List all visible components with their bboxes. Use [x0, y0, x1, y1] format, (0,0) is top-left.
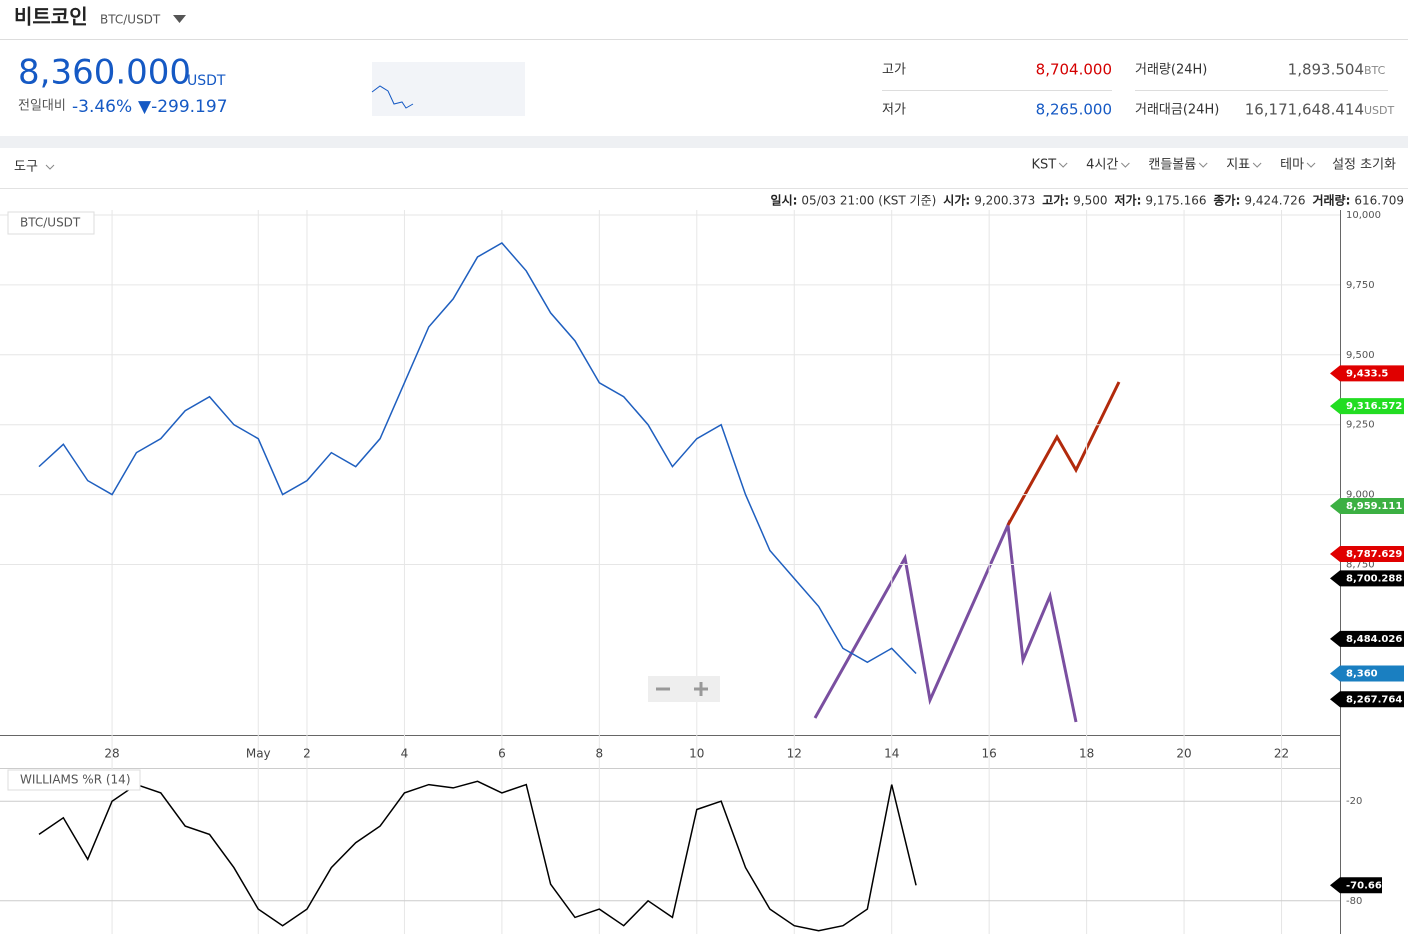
- info-label: 고가:: [1042, 193, 1069, 208]
- price-tag: [1330, 365, 1404, 382]
- x-tick-label: 22: [1274, 747, 1289, 761]
- info-value: 9,175.166: [1145, 194, 1206, 208]
- info-value: 9,200.373: [974, 194, 1035, 208]
- info-value: 05/03 21:00 (KST 기준): [801, 194, 936, 208]
- chevron: [1252, 162, 1262, 168]
- info-label: 거래량:: [1312, 193, 1350, 208]
- info-label: 일시:: [771, 194, 798, 208]
- info-label: 종가:: [1213, 193, 1240, 208]
- stat-label: 고가: [882, 63, 906, 78]
- y-tick-label: -80: [1346, 896, 1362, 907]
- info-label: 시가:: [943, 193, 970, 208]
- legend: WILLIAMS %R (14): [20, 773, 131, 787]
- x-tick-label: 18: [1079, 747, 1094, 761]
- stat-value: 8,265.000: [1036, 101, 1112, 119]
- change-abs: ▼-299.197: [138, 97, 228, 117]
- price-tag: [1330, 570, 1404, 587]
- chevron: [45, 164, 55, 170]
- toolbar-item[interactable]: 지표: [1226, 158, 1250, 173]
- stat-label: 저가: [882, 103, 906, 118]
- y-tick-label: 9,000: [1346, 490, 1375, 501]
- y-tick-label: 10,000: [1346, 210, 1381, 221]
- toolbar-item[interactable]: 설정 초기화: [1332, 158, 1396, 173]
- legend-box: [7, 211, 95, 235]
- y-tick-label: -20: [1346, 796, 1362, 807]
- stat-label: 거래량(24H): [1135, 63, 1207, 78]
- price-tag-label: 9,316.572: [1346, 401, 1402, 412]
- stat-unit: USDT: [1364, 104, 1395, 117]
- price-tag-label: -70.66: [1346, 880, 1382, 891]
- series-line: [38, 780, 917, 932]
- x-tick-label: 20: [1176, 747, 1191, 761]
- price-tag-label: 8,787.629: [1346, 549, 1402, 560]
- y-tick-label: 9,750: [1346, 280, 1375, 291]
- legend: BTC/USDT: [20, 216, 81, 230]
- toolbar-item[interactable]: KST: [1031, 158, 1056, 173]
- toolbar-item[interactable]: 테마: [1280, 158, 1304, 173]
- x-tick-label: 4: [401, 747, 409, 761]
- price: 8,360.000: [18, 53, 191, 93]
- info-value: 616.709: [1354, 194, 1404, 208]
- change-label: 전일대비: [18, 99, 66, 114]
- x-tick-label: 8: [596, 747, 604, 761]
- chevron: [1058, 162, 1068, 168]
- stat-value: 8,704.000: [1036, 61, 1112, 79]
- stat-value: 16,171,648.414: [1245, 101, 1364, 119]
- chevron: [1306, 162, 1316, 168]
- y-tick-label: 8,750: [1346, 559, 1375, 570]
- mini-line: [371, 85, 414, 109]
- price-unit: USDT: [187, 73, 226, 89]
- x-tick-label: 14: [884, 747, 899, 761]
- x-tick-label: 28: [104, 747, 119, 761]
- series-line: [38, 242, 917, 675]
- separator: [0, 136, 1408, 148]
- y-tick-label: 9,500: [1346, 350, 1375, 361]
- x-tick-label: 6: [498, 747, 506, 761]
- tool-menu[interactable]: 도구: [14, 160, 38, 175]
- x-tick-label: May: [246, 747, 271, 761]
- x-tick-label: 16: [982, 747, 997, 761]
- price-tag: [1330, 691, 1404, 708]
- x-tick-label: 10: [689, 747, 704, 761]
- toolbar-item[interactable]: 캔들볼륨: [1148, 158, 1196, 173]
- dropdown-arrow[interactable]: [173, 15, 186, 23]
- coin-name: 비트코인: [14, 5, 88, 29]
- info-value: 9,424.726: [1244, 194, 1305, 208]
- price-tag: [1330, 665, 1404, 682]
- stat-label: 거래대금(24H): [1135, 103, 1219, 118]
- price-tag-label: 8,959.111: [1346, 501, 1402, 512]
- pair[interactable]: BTC/USDT: [100, 13, 161, 27]
- chevron: [1121, 162, 1130, 168]
- chevron: [1198, 162, 1208, 168]
- x-tick-label: 2: [303, 747, 311, 761]
- x-tick-label: 12: [787, 747, 802, 761]
- price-tag-label: 9,433.5: [1346, 368, 1388, 379]
- price-tag-label: 8,700.288: [1346, 573, 1402, 584]
- price-tag: [1330, 398, 1404, 415]
- price-tag: [1330, 877, 1382, 894]
- stat-value: 1,893.504: [1288, 61, 1364, 79]
- y-tick-label: 9,250: [1346, 420, 1375, 431]
- price-tag-label: 8,484.026: [1346, 634, 1402, 645]
- price-tag: [1330, 545, 1404, 562]
- price-tag: [1330, 498, 1404, 515]
- info-label: 저가:: [1115, 193, 1142, 208]
- price-tag: [1330, 630, 1404, 647]
- price-tag-label: 8,360: [1346, 668, 1378, 679]
- change-pct: -3.46%: [72, 97, 132, 117]
- toolbar-item[interactable]: 4시간: [1086, 158, 1118, 173]
- mini-chart: [372, 62, 525, 116]
- info-value: 9,500: [1073, 194, 1107, 208]
- legend-box: [7, 769, 141, 791]
- stat-unit: BTC: [1364, 64, 1386, 77]
- price-tag-label: 8,267.764: [1346, 694, 1402, 705]
- drawing: [1006, 381, 1121, 526]
- zoom-buttons[interactable]: [656, 682, 708, 696]
